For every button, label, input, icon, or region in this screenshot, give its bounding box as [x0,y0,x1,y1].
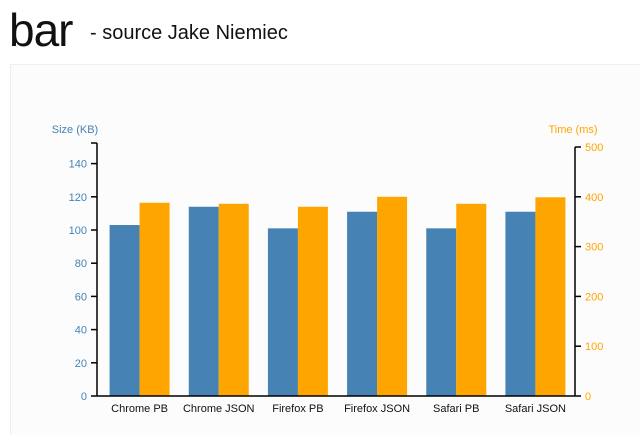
bar-size-2 [267,228,298,396]
bar-size-1 [188,206,219,396]
bar-time-2 [297,206,328,396]
x-tick-label-2: Firefox PB [272,403,323,415]
bar-time-0 [139,202,170,396]
page-title: bar [9,4,73,56]
y-tick-label-left-2: 40 [75,325,87,337]
x-tick-label-0: Chrome PB [111,403,168,415]
page-header: bar - source Jake Niemiec [0,0,640,62]
y-tick-label-right-1: 100 [585,341,603,353]
y-tick-label-left-5: 100 [69,225,87,237]
y-tick-label-left-3: 60 [75,291,87,303]
bar-size-4 [426,228,457,396]
bar-time-5 [535,197,566,396]
y-tick-label-right-3: 300 [585,242,603,254]
bar-time-4 [456,203,487,396]
x-tick-label-1: Chrome JSON [183,403,255,415]
x-tick-label-3: Firefox JSON [344,403,410,415]
y-tick-label-left-7: 140 [69,159,87,171]
y-tick-label-left-4: 80 [75,258,87,270]
y-axis-left-title: Size (KB) [52,124,98,136]
y-tick-label-right-2: 200 [585,291,603,303]
y-axis-right-title: Time (ms) [548,124,597,136]
y-tick-label-right-4: 400 [585,192,603,204]
page-subtitle: - source Jake Niemiec [90,22,288,44]
y-tick-label-left-1: 20 [75,358,87,370]
y-tick-label-left-6: 120 [69,192,87,204]
bar-size-3 [347,211,378,396]
bar-time-3 [377,196,408,396]
y-tick-label-right-5: 500 [585,142,603,154]
y-tick-label-left-0: 0 [81,391,87,403]
bar-time-1 [218,203,249,396]
bar-size-0 [109,225,140,396]
y-tick-label-right-0: 0 [585,391,591,403]
x-tick-label-4: Safari PB [433,403,479,415]
x-tick-label-5: Safari JSON [505,403,566,415]
bar-size-5 [505,211,536,396]
